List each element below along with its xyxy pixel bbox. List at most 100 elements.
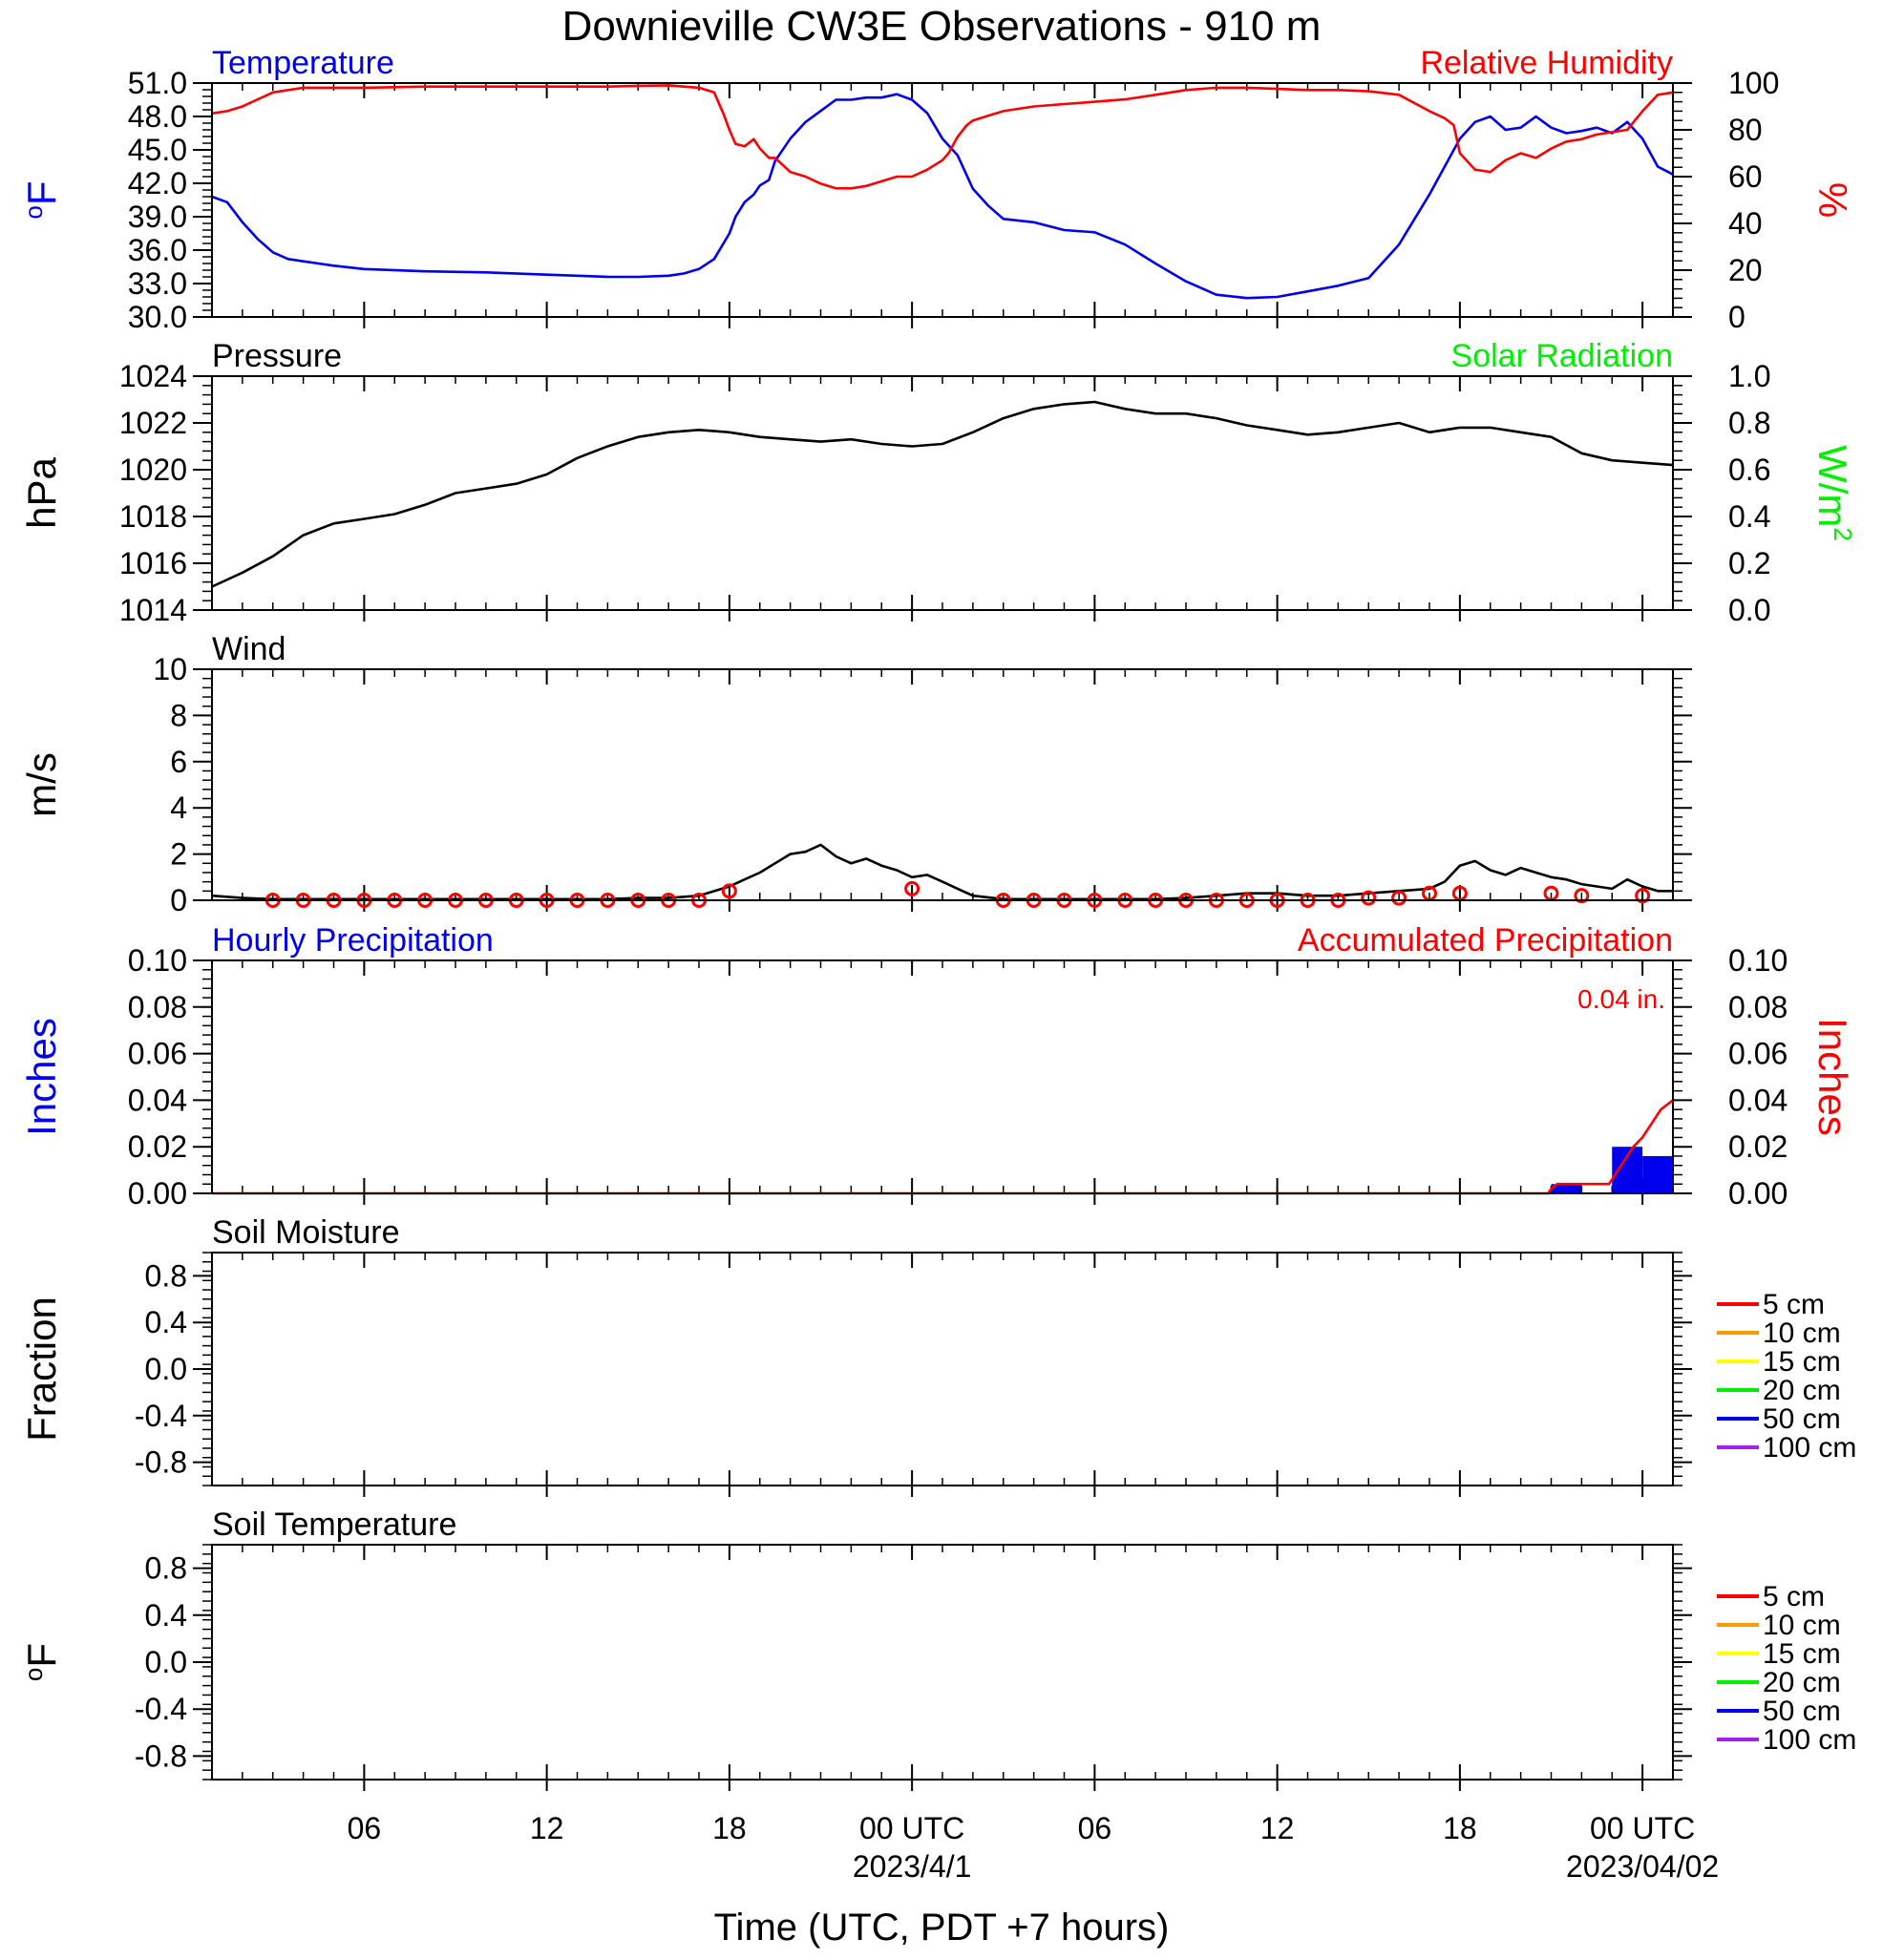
plot-frame xyxy=(211,1252,1674,1486)
legend-entry: 50 cm xyxy=(1763,1696,1841,1727)
x-tick-label: 06 xyxy=(1078,1811,1112,1845)
y-right-tick-label: 0.06 xyxy=(1728,1037,1788,1071)
x-tick-label: 12 xyxy=(1260,1811,1295,1845)
series-line-temperature xyxy=(211,93,1674,300)
y-tick-label: 0.02 xyxy=(128,1129,187,1164)
series-line-relative-humidity xyxy=(211,84,1674,190)
y-axis-label-right: W/m2 xyxy=(1810,445,1857,541)
legend-entry: 15 cm xyxy=(1763,1346,1841,1378)
x-tick-label: 12 xyxy=(530,1811,564,1845)
x-tick-label: 06 xyxy=(348,1811,382,1845)
y-tick-label: 1014 xyxy=(119,593,187,627)
y-tick-label: 0.10 xyxy=(128,943,187,978)
legend-entry: 10 cm xyxy=(1763,1317,1841,1349)
panel-title-left: Pressure xyxy=(212,338,342,374)
y-right-tick-label: 0.10 xyxy=(1728,943,1788,978)
wind-marker xyxy=(1574,888,1590,904)
y-tick-label: 0.04 xyxy=(128,1083,187,1117)
series-line-accumulated-precipitation xyxy=(212,1099,1674,1195)
y-tick-label: 10 xyxy=(153,652,187,686)
y-tick-label: -0.4 xyxy=(135,1399,187,1433)
panel-temperature: 30.033.036.039.042.045.048.051.0 0 20 40 60 8… xyxy=(19,45,1855,334)
legend-entry: 15 cm xyxy=(1763,1638,1841,1670)
plot-frame xyxy=(211,375,1674,611)
unit-letter: F xyxy=(19,1643,64,1668)
plot-frame xyxy=(211,1544,1674,1781)
precip-bar xyxy=(1551,1184,1582,1193)
panel-title-right: Solar Radiation xyxy=(1451,338,1673,374)
plot-frame xyxy=(211,668,1674,901)
y-tick-label: 0.4 xyxy=(145,1598,187,1633)
y-tick-label: 1016 xyxy=(119,546,187,580)
y-tick-label: 0 xyxy=(170,883,187,917)
y-tick-label: 51.0 xyxy=(128,66,187,100)
panel-pressure: 1014 1016 1018 1020 1022 1024 0.0 0.2 0.4 0.6 0.8 1… xyxy=(19,338,1857,627)
wind-marker xyxy=(904,880,920,896)
y-right-tick-label: 0.00 xyxy=(1728,1176,1788,1211)
panel-soil-moisture: -0.8 -0.4 0.0 0.4 0.8 Soil Moisture Fraction 5 … xyxy=(19,1214,1856,1497)
y-right-tick-label: 0 xyxy=(1728,300,1745,334)
y-tick-label: 2 xyxy=(170,837,187,872)
y-axis-label-left: oF xyxy=(19,1643,64,1681)
y-right-tick-label: 0.6 xyxy=(1728,453,1770,487)
y-right-tick-label: 0.8 xyxy=(1728,406,1770,440)
y-tick-label: 0.4 xyxy=(145,1305,187,1339)
wind-marker xyxy=(1391,890,1407,906)
y-right-tick-label: 100 xyxy=(1728,66,1779,100)
y-right-tick-label: 0.08 xyxy=(1728,990,1788,1024)
y-right-tick-label: 0.02 xyxy=(1728,1129,1788,1164)
x-tick-label: 18 xyxy=(712,1811,747,1845)
series-line-pressure xyxy=(211,400,1674,588)
y-tick-label: 0.08 xyxy=(128,990,187,1024)
y-tick-label: 0.8 xyxy=(145,1551,187,1586)
legend-entry: 20 cm xyxy=(1763,1667,1841,1698)
panel-title-left: Soil Moisture xyxy=(212,1214,400,1251)
y-tick-label: 36.0 xyxy=(128,233,187,267)
panel-title-left: Temperature xyxy=(212,45,394,81)
legend-entry: 100 cm xyxy=(1763,1432,1856,1464)
wind-marker xyxy=(721,883,737,899)
y-right-tick-label: 80 xyxy=(1728,113,1763,147)
y-right-tick-label: 0.2 xyxy=(1728,546,1770,580)
y-tick-label: -0.4 xyxy=(135,1692,187,1726)
y-axis-label-left: oF xyxy=(19,180,64,219)
y-axis-label-right: % xyxy=(1810,182,1855,218)
y-axis-label-left: Fraction xyxy=(19,1296,64,1442)
y-right-tick-label: 40 xyxy=(1728,206,1763,241)
panel-title-left: Soil Temperature xyxy=(212,1507,456,1543)
chart-title: Downieville CW3E Observations - 910 m xyxy=(562,3,1322,50)
degree-sign: o xyxy=(19,205,48,219)
y-tick-label: 0.0 xyxy=(145,1352,187,1386)
series-line-wind-speed xyxy=(211,843,1673,901)
legend-entry: 50 cm xyxy=(1763,1403,1841,1435)
y-right-tick-label: 60 xyxy=(1728,159,1763,194)
y-right-tick-label: 20 xyxy=(1728,253,1763,287)
panel-title-right: Relative Humidity xyxy=(1420,45,1673,81)
y-tick-label: 8 xyxy=(170,698,187,732)
degree-sign: o xyxy=(19,1668,48,1681)
y-right-tick-label: 1.0 xyxy=(1728,359,1770,393)
panels-layer: 30.033.036.039.042.045.048.051.002040608… xyxy=(19,45,1857,1791)
x-date-label: 2023/4/1 xyxy=(853,1849,972,1884)
legend-entry: 5 cm xyxy=(1763,1581,1825,1612)
plot-frame xyxy=(211,82,1674,318)
precip-bar xyxy=(1642,1155,1673,1193)
unit-exponent: 2 xyxy=(1829,527,1857,540)
y-tick-label: 0.06 xyxy=(128,1037,187,1071)
y-right-tick-label: 0.4 xyxy=(1728,499,1770,534)
legend-entry: 100 cm xyxy=(1763,1724,1856,1756)
y-tick-label: 48.0 xyxy=(128,99,187,134)
panel-hourly-precipitation: 0.00 0.02 0.04 0.06 0.08 0.10 0.00 0.02 0.04 0.06… xyxy=(19,922,1855,1211)
legend-entry: 5 cm xyxy=(1763,1289,1825,1320)
x-tick-label: 00 UTC xyxy=(859,1811,964,1845)
y-axis-label-right: Inches xyxy=(1810,1018,1855,1136)
y-tick-label: 1020 xyxy=(119,453,187,487)
y-right-tick-label: 0.04 xyxy=(1728,1083,1788,1117)
y-axis-label-left: hPa xyxy=(19,456,64,528)
y-axis-label-left: Inches xyxy=(19,1018,64,1136)
y-tick-label: 6 xyxy=(170,745,187,779)
